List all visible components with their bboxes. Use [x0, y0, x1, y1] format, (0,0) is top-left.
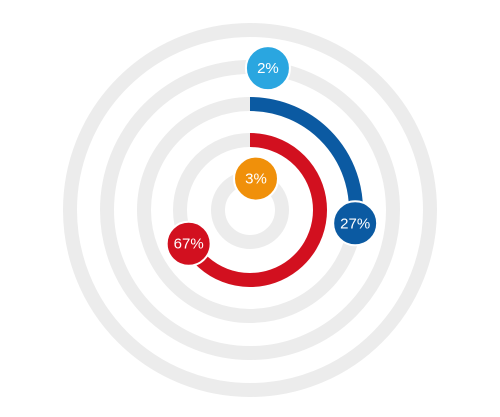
track-rings — [63, 23, 437, 397]
value-bubble — [232, 155, 279, 202]
value-bubble — [244, 45, 291, 92]
value-label: 2% — [257, 60, 279, 77]
value-bubble — [165, 220, 212, 267]
radial-bar — [249, 97, 363, 225]
value-label: 3% — [245, 171, 267, 188]
track-ring — [63, 23, 437, 397]
value-bubble — [332, 200, 379, 247]
value-label: 67% — [174, 236, 204, 253]
radial-bar — [182, 133, 327, 287]
value-label: 27% — [340, 215, 370, 232]
